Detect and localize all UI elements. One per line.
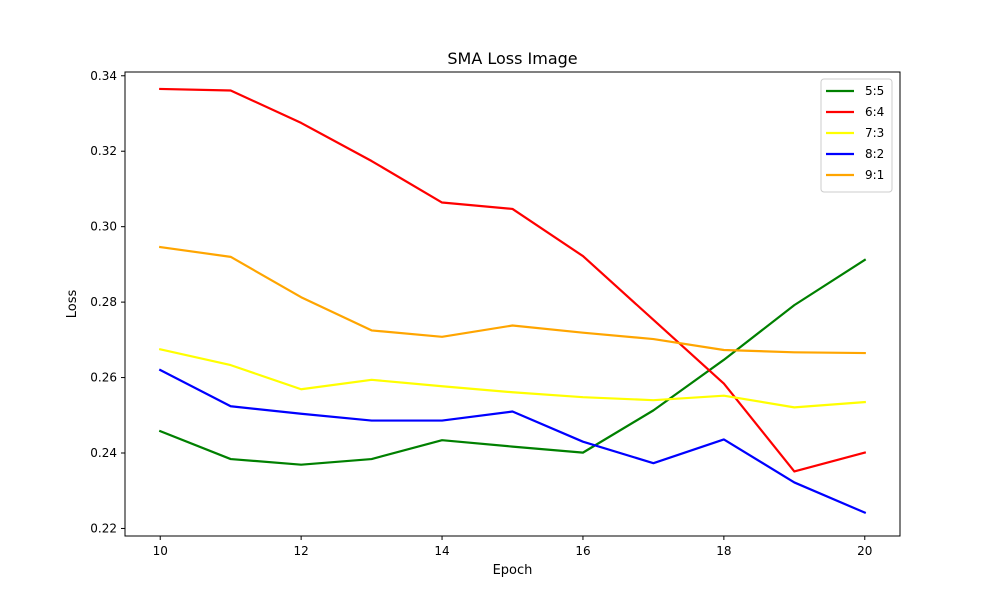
y-tick-label: 0.26 [90, 371, 117, 385]
chart-title: SMA Loss Image [447, 49, 577, 68]
y-tick-label: 0.22 [90, 521, 117, 535]
series-line-2 [159, 87, 867, 473]
y-axis-label: Loss [65, 290, 80, 319]
legend-label: 8:2 [865, 147, 884, 161]
x-axis: 10 12 14 16 18 20 [153, 536, 872, 558]
legend-label: 9:1 [865, 168, 884, 182]
x-tick-label: 14 [434, 544, 449, 558]
y-tick-label: 0.28 [90, 295, 117, 309]
legend-box [820, 78, 893, 193]
legend-label: 5:5 [865, 84, 884, 98]
y-tick-label: 0.32 [90, 144, 117, 158]
series-line-4 [158, 368, 867, 515]
series-layer [158, 87, 867, 515]
x-tick-label: 18 [716, 544, 731, 558]
x-tick-label: 16 [575, 544, 590, 558]
x-tick-label: 10 [153, 544, 168, 558]
x-tick-label: 12 [293, 544, 308, 558]
y-axis: 0.22 0.24 0.26 0.28 0.30 0.32 0.34 [90, 69, 125, 535]
legend: 5:5 6:4 7:3 8:2 9:1 [820, 78, 893, 193]
legend-label: 7:3 [865, 126, 884, 140]
legend-label: 6:4 [865, 105, 884, 119]
plot-area-frame [124, 71, 901, 537]
y-tick-label: 0.24 [90, 446, 117, 460]
series-line-5 [158, 245, 866, 355]
series-line-1 [158, 258, 867, 466]
y-tick-label: 0.34 [90, 69, 117, 83]
y-tick-label: 0.30 [90, 220, 117, 234]
x-axis-label: Epoch [493, 563, 533, 578]
series-line-3 [158, 347, 866, 409]
x-tick-label: 20 [857, 544, 872, 558]
